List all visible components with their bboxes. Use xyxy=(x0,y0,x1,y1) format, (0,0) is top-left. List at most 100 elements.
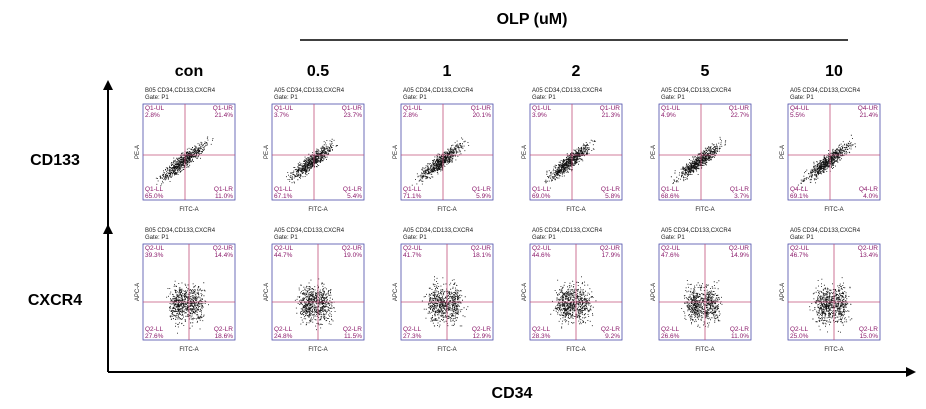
quadrant-name: Q2-LL xyxy=(790,326,808,333)
x-axis-label: FITC-A xyxy=(566,347,585,353)
quadrant-name: Q1-UR xyxy=(342,105,363,112)
quadrant-value: 69.0% xyxy=(532,193,551,200)
quadrant-value: 13.4% xyxy=(860,252,879,259)
quadrant-value: 67.1% xyxy=(274,193,293,200)
quadrant-name: Q2-LR xyxy=(601,326,620,333)
x-axis-label: FITC-A xyxy=(308,207,327,213)
quadrant-value: 18.6% xyxy=(215,333,234,340)
quadrant-value: 28.3% xyxy=(532,333,551,340)
x-axis-label: FITC-A xyxy=(179,207,198,213)
y-axis-label: PE-A xyxy=(651,145,657,159)
quadrant-name: Q2-UR xyxy=(858,245,879,252)
column-label: 1 xyxy=(443,63,452,80)
quadrant-name: Q1-LL xyxy=(274,186,292,193)
events xyxy=(670,136,727,184)
x-axis-label: FITC-A xyxy=(437,207,456,213)
events xyxy=(681,280,723,328)
panel-title: B05 CD34,CD133,CXCR4 xyxy=(145,228,216,234)
quadrant-name: Q2-LR xyxy=(859,326,878,333)
quadrant-name: Q4-UL xyxy=(790,105,810,112)
quadrant-value: 5.8% xyxy=(605,193,620,200)
quadrant-name: Q1-UR xyxy=(471,105,492,112)
panel-title: B05 CD34,CD133,CXCR4 xyxy=(145,88,216,94)
x-axis-label: FITC-A xyxy=(824,347,843,353)
events xyxy=(411,137,470,186)
y-axis-label: APC-A xyxy=(393,283,399,301)
quadrant-name: Q2-UL xyxy=(145,245,165,252)
quadrant-value: 15.0% xyxy=(860,333,879,340)
x-label: CD34 xyxy=(492,385,533,402)
quadrant-value: 14.4% xyxy=(215,252,234,259)
quadrant-name: Q2-LL xyxy=(145,326,163,333)
x-axis-label: FITC-A xyxy=(824,207,843,213)
quadrant-name: Q2-LL xyxy=(661,326,679,333)
gate-label: Gate: P1 xyxy=(274,95,298,101)
quadrant-name: Q2-UL xyxy=(790,245,810,252)
events xyxy=(809,277,853,333)
quadrant-name: Q2-UR xyxy=(600,245,621,252)
quadrant-value: 18.1% xyxy=(473,252,492,259)
quadrant-value: 3.7% xyxy=(734,193,749,200)
plot-frame xyxy=(787,103,881,201)
quadrant-name: Q4-LR xyxy=(859,186,878,193)
y-axis-label: PE-A xyxy=(522,145,528,159)
panel-title: A05 CD34,CD133,CXCR4 xyxy=(403,228,474,234)
quadrant-value: 25.0% xyxy=(790,333,809,340)
quadrant-value: 5.9% xyxy=(476,193,491,200)
panel-title: A05 CD34,CD133,CXCR4 xyxy=(532,88,603,94)
quadrant-value: 5.4% xyxy=(347,193,362,200)
quadrant-value: 21.3% xyxy=(602,112,621,119)
panel-title: A05 CD34,CD133,CXCR4 xyxy=(403,88,474,94)
events xyxy=(294,278,336,331)
column-label: 0.5 xyxy=(307,63,329,80)
quadrant-name: Q1-UL xyxy=(661,105,681,112)
quadrant-value: 14.9% xyxy=(731,252,750,259)
quadrant-value: 27.6% xyxy=(145,333,164,340)
quadrant-value: 65.0% xyxy=(145,193,164,200)
gate-label: Gate: P1 xyxy=(145,95,169,101)
quadrant-value: 41.7% xyxy=(403,252,422,259)
panel-title: A05 CD34,CD133,CXCR4 xyxy=(661,228,732,234)
quadrant-value: 69.1% xyxy=(790,193,809,200)
x-axis-label: FITC-A xyxy=(695,347,714,353)
gate-label: Gate: P1 xyxy=(790,235,814,241)
gate-label: Gate: P1 xyxy=(661,95,685,101)
quadrant-value: 3.9% xyxy=(532,112,547,119)
x-axis-label: FITC-A xyxy=(308,347,327,353)
quadrant-value: 44.6% xyxy=(532,252,551,259)
column-label: 5 xyxy=(701,63,710,80)
y-axis-label: PE-A xyxy=(780,145,786,159)
quadrant-name: Q2-UL xyxy=(403,245,423,252)
quadrant-name: Q2-UL xyxy=(274,245,294,252)
quadrant-value: 24.8% xyxy=(274,333,293,340)
gate-label: Gate: P1 xyxy=(274,235,298,241)
gate-label: Gate: P1 xyxy=(532,235,556,241)
quadrant-name: Q2-UR xyxy=(342,245,363,252)
panel-title: A05 CD34,CD133,CXCR4 xyxy=(532,228,603,234)
quadrant-name: Q2-LL xyxy=(532,326,550,333)
events xyxy=(550,276,597,329)
events xyxy=(286,138,338,184)
events xyxy=(797,134,856,188)
quadrant-value: 39.3% xyxy=(145,252,164,259)
x-axis-label: FITC-A xyxy=(566,207,585,213)
y-axis-label: PE-A xyxy=(264,145,270,159)
events xyxy=(544,139,596,189)
gate-label: Gate: P1 xyxy=(403,95,427,101)
y-axis-label: APC-A xyxy=(522,283,528,301)
quadrant-value: 22.7% xyxy=(731,112,750,119)
quadrant-name: Q1-LR xyxy=(214,186,233,193)
y-axis-label: PE-A xyxy=(135,145,141,159)
quadrant-name: Q2-UL xyxy=(661,245,681,252)
quadrant-value: 4.9% xyxy=(661,112,676,119)
quadrant-name: Q1-UR xyxy=(729,105,750,112)
quadrant-value: 2.8% xyxy=(403,112,418,119)
plot-frame xyxy=(658,103,752,201)
quadrant-name: Q1-UL xyxy=(145,105,165,112)
quadrant-value: 11.5% xyxy=(344,333,362,340)
quadrant-name: Q2-LR xyxy=(343,326,362,333)
quadrant-name: Q2-UR xyxy=(471,245,492,252)
column-label: 10 xyxy=(825,63,843,80)
gate-label: Gate: P1 xyxy=(532,95,556,101)
